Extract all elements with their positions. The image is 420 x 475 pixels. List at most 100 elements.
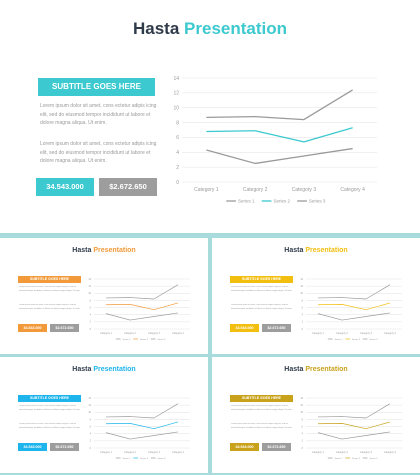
thumb-line-chart: 0 2 4 6 8 10 12 14 Category 1 Category 2 Category … — [88, 278, 190, 341]
stat-box-primary: 34.543.000 — [36, 178, 94, 196]
x-tick-label: Category 1 — [312, 451, 324, 454]
series-line — [317, 403, 391, 419]
x-tick-label: Category 4 — [384, 451, 396, 454]
y-tick-label: 4 — [302, 433, 304, 436]
series-line — [317, 302, 391, 311]
thumb-subtitle-bar: SUBTITLE GOES HERE — [230, 395, 293, 402]
legend-label: Series 1 — [123, 338, 132, 341]
y-tick-label: 2 — [90, 440, 92, 443]
x-tick-label: Category 2 — [336, 451, 348, 454]
legend-label: Series 1 — [238, 199, 255, 204]
series-line — [206, 147, 353, 165]
series-line — [206, 89, 353, 121]
x-tick-label: Category 3 — [360, 332, 372, 335]
thumb-title: Hasta Presentation — [72, 247, 136, 254]
legend-label: Series 1 — [123, 457, 132, 460]
thumbnail-slide-gold[interactable]: Hasta Presentation SUBTITLE GOES HERE Lo… — [212, 357, 420, 473]
y-tick-label: 10 — [173, 105, 179, 111]
x-tick-label: Category 4 — [172, 332, 184, 335]
thumb-title-accent-word: Presentation — [305, 366, 348, 373]
y-tick-label: 10 — [300, 292, 303, 295]
y-tick-label: 12 — [88, 404, 91, 407]
legend-label: Series 3 — [309, 199, 326, 204]
thumb-line-chart: 0 2 4 6 8 10 12 14 Category 1 Category 2 Category … — [88, 397, 190, 460]
y-tick-label: 6 — [176, 135, 179, 141]
y-tick-label: 10 — [88, 411, 91, 414]
series-line — [105, 431, 179, 440]
series-line — [206, 127, 353, 143]
y-tick-label: 12 — [300, 404, 303, 407]
y-tick-label: 14 — [88, 397, 91, 400]
thumb-stat-secondary: $2.672.650 — [50, 324, 79, 332]
y-tick-label: 0 — [90, 447, 92, 450]
y-tick-label: 6 — [302, 306, 304, 309]
legend-label: Series 3 — [370, 338, 379, 341]
stat-box-secondary: $2.672.650 — [99, 178, 157, 196]
y-tick-label: 2 — [302, 321, 304, 324]
subtitle-bar: SUBTITLE GOES HERE — [38, 78, 155, 96]
thumb-paragraph-1: Lorem ipsum dolor sit amet, cons ectetur… — [231, 405, 293, 411]
thumb-paragraph-2: Lorem ipsum dolor sit amet, cons ectetur… — [19, 304, 81, 310]
x-tick-label: Category 4 — [384, 332, 396, 335]
y-tick-label: 8 — [176, 120, 179, 126]
y-tick-label: 4 — [302, 314, 304, 317]
thumb-stat-primary: 34.543.000 — [230, 324, 259, 332]
series-line — [105, 421, 179, 430]
y-tick-label: 12 — [88, 285, 91, 288]
thumb-paragraph-1: Lorem ipsum dolor sit amet, cons ectetur… — [231, 286, 293, 292]
thumb-stat-primary: 34.543.000 — [18, 443, 47, 451]
y-tick-label: 8 — [90, 299, 92, 302]
y-tick-label: 12 — [300, 285, 303, 288]
slide-title: Hasta Presentation — [132, 19, 288, 38]
thumbnail-slide-orange[interactable]: Hasta Presentation SUBTITLE GOES HERE Lo… — [0, 238, 208, 354]
main-slide[interactable]: Hasta Presentation SUBTITLE GOES HERE Lo… — [0, 0, 420, 233]
y-tick-label: 0 — [90, 328, 92, 331]
x-tick-label: Category 1 — [100, 332, 112, 335]
x-tick-label: Category 1 — [194, 187, 219, 193]
thumb-title-accent-word: Presentation — [305, 247, 348, 254]
thumb-title-accent-word: Presentation — [93, 366, 136, 373]
thumb-stat-secondary: $2.672.650 — [262, 443, 291, 451]
series-line — [317, 431, 391, 440]
y-tick-label: 14 — [88, 278, 91, 281]
thumbnail-slide-blue[interactable]: Hasta Presentation SUBTITLE GOES HERE Lo… — [0, 357, 208, 473]
thumb-subtitle-bar: SUBTITLE GOES HERE — [18, 395, 81, 402]
body-paragraph-2: Lorem ipsum dolor sit amet, cons ectetur… — [40, 141, 157, 164]
thumb-subtitle-bar: SUBTITLE GOES HERE — [230, 276, 293, 283]
legend-label: Series 2 — [352, 457, 361, 460]
x-tick-label: Category 3 — [292, 187, 317, 193]
body-paragraph-1: Lorem ipsum dolor sit amet, cons ectetur… — [40, 103, 157, 126]
x-tick-label: Category 4 — [172, 451, 184, 454]
y-tick-label: 8 — [302, 418, 304, 421]
x-tick-label: Category 3 — [360, 451, 372, 454]
y-tick-label: 2 — [90, 321, 92, 324]
legend-label: Series 3 — [370, 457, 379, 460]
y-tick-label: 12 — [173, 91, 179, 97]
y-tick-label: 6 — [90, 425, 92, 428]
series-line — [317, 312, 391, 321]
thumb-title-accent-word: Presentation — [93, 247, 136, 254]
thumb-paragraph-2: Lorem ipsum dolor sit amet, cons ectetur… — [19, 423, 81, 429]
x-tick-label: Category 2 — [243, 187, 268, 193]
thumb-paragraph-1: Lorem ipsum dolor sit amet, cons ectetur… — [19, 286, 81, 292]
y-tick-label: 0 — [176, 180, 179, 186]
thumbnail-slide-yellow[interactable]: Hasta Presentation SUBTITLE GOES HERE Lo… — [212, 238, 420, 354]
series-line — [105, 284, 179, 300]
y-tick-label: 0 — [302, 447, 304, 450]
thumb-stat-secondary: $2.672.650 — [50, 443, 79, 451]
y-tick-label: 14 — [300, 397, 303, 400]
thumb-stat-secondary: $2.672.650 — [262, 324, 291, 332]
y-tick-label: 10 — [300, 411, 303, 414]
y-tick-label: 14 — [300, 278, 303, 281]
legend-label: Series 2 — [140, 457, 149, 460]
legend-label: Series 1 — [335, 457, 344, 460]
y-tick-label: 6 — [90, 306, 92, 309]
x-tick-label: Category 3 — [148, 332, 160, 335]
y-tick-label: 4 — [90, 314, 92, 317]
thumb-title: Hasta Presentation — [284, 247, 348, 254]
y-tick-label: 14 — [173, 76, 179, 82]
thumb-title: Hasta Presentation — [284, 366, 348, 373]
thumb-subtitle-bar: SUBTITLE GOES HERE — [18, 276, 81, 283]
thumb-stat-primary: 34.543.000 — [18, 324, 47, 332]
y-tick-label: 2 — [176, 165, 179, 171]
